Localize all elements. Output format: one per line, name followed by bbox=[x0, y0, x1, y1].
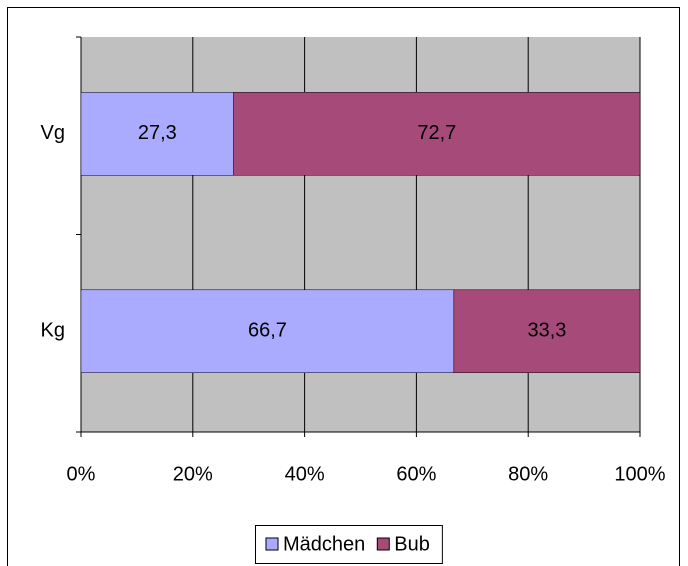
data-label: 66,7 bbox=[248, 320, 287, 342]
y-tick-label: Kg bbox=[41, 320, 65, 342]
legend: Mädchen Bub bbox=[255, 525, 443, 564]
x-tick-label: 80% bbox=[508, 463, 548, 485]
chart-frame bbox=[7, 7, 680, 566]
x-tick-label: 40% bbox=[285, 463, 325, 485]
bar-segment bbox=[453, 289, 641, 373]
data-label: 72,7 bbox=[417, 122, 456, 144]
bar-segment bbox=[233, 92, 641, 176]
x-tick-label: 0% bbox=[67, 463, 96, 485]
legend-marker bbox=[376, 537, 390, 551]
legend-label: Mädchen bbox=[283, 533, 365, 555]
x-tick-label: 20% bbox=[173, 463, 213, 485]
legend-box bbox=[255, 525, 443, 564]
y-tick-label: Vg bbox=[41, 122, 65, 144]
legend-label: Bub bbox=[394, 533, 430, 555]
bar-segment bbox=[80, 289, 455, 373]
x-tick-label: 100% bbox=[614, 463, 665, 485]
data-label: 27,3 bbox=[138, 122, 177, 144]
x-tick-label: 60% bbox=[396, 463, 436, 485]
legend-marker bbox=[265, 537, 279, 551]
data-label: 33,3 bbox=[527, 320, 566, 342]
